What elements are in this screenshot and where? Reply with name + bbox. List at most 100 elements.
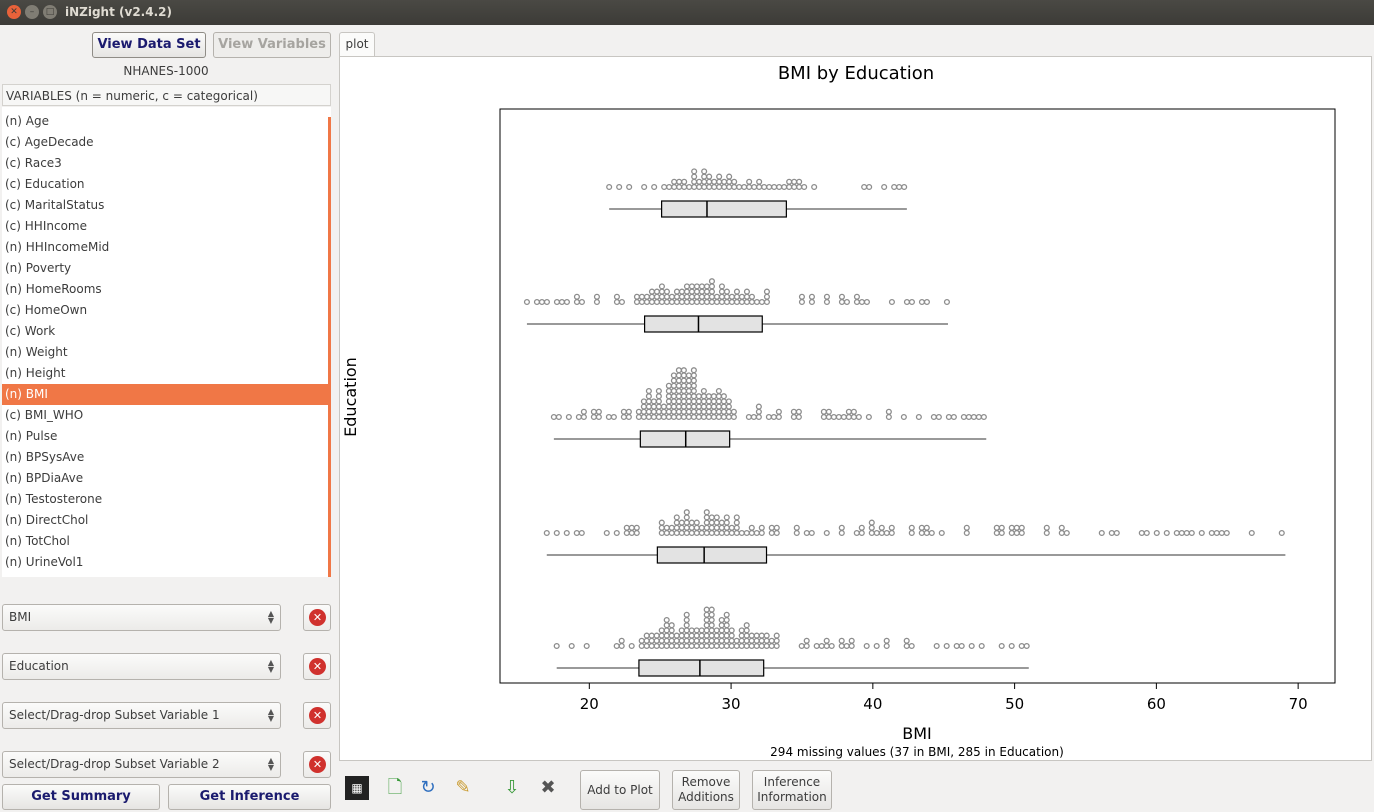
data-point	[791, 178, 798, 185]
variables-header[interactable]: VARIABLES (n = numeric, c = categorical)	[2, 84, 331, 106]
variable-item[interactable]: (c) MaritalStatus	[5, 198, 105, 212]
variable2-combo[interactable]: Education ▲ ▼	[2, 653, 281, 680]
data-point	[798, 642, 805, 650]
data-point	[655, 403, 662, 410]
data-point	[763, 298, 770, 306]
variable-item[interactable]: (n) Height	[5, 366, 66, 380]
get-inference-button[interactable]: Get Inference	[168, 784, 331, 810]
data-point	[683, 529, 690, 537]
variable-item[interactable]: (n) Pulse	[5, 429, 58, 443]
data-point	[663, 524, 670, 531]
data-point	[683, 524, 690, 531]
clear-subset1-button[interactable]: ✕	[303, 702, 331, 729]
data-point	[863, 298, 870, 306]
data-point	[665, 393, 672, 400]
data-point	[775, 413, 782, 421]
variable-item[interactable]: (n) HomeRooms	[5, 282, 102, 296]
data-point	[635, 408, 642, 415]
variable-item[interactable]: (n) Weight	[5, 345, 68, 359]
data-point	[838, 637, 845, 644]
variable-item[interactable]: (n) Age	[5, 114, 49, 128]
data-point	[888, 529, 895, 537]
data-point	[700, 393, 707, 400]
variable-item[interactable]: (c) Race3	[5, 156, 62, 170]
inference-information-button[interactable]: Inference Information	[752, 770, 832, 810]
data-point	[703, 288, 710, 295]
variable-item[interactable]: (c) Work	[5, 324, 56, 338]
data-point	[865, 413, 872, 421]
variable1-combo[interactable]: BMI ▲ ▼	[2, 604, 281, 631]
data-point	[668, 293, 675, 300]
data-point	[678, 632, 685, 639]
variable-item[interactable]: (n) Poverty	[5, 261, 72, 275]
new-window-icon[interactable]: ▦	[345, 776, 369, 800]
minimize-window-button[interactable]: –	[25, 5, 39, 19]
variable-item[interactable]: (c) BMI_WHO	[5, 408, 84, 422]
data-point	[678, 642, 685, 650]
variable-item[interactable]: (n) UrineVol1	[5, 555, 84, 569]
variable-item[interactable]: (c) HHIncome	[5, 219, 87, 233]
variable-item[interactable]: (n) Testosterone	[5, 492, 103, 506]
data-point	[725, 398, 732, 405]
data-point	[756, 183, 763, 191]
tab-plot[interactable]: plot	[339, 32, 375, 56]
data-point	[728, 627, 735, 634]
variable-item[interactable]: (n) BPSysAve	[5, 450, 85, 464]
data-point	[993, 529, 1000, 537]
data-point	[998, 524, 1005, 531]
data-point	[675, 387, 682, 395]
variable-item[interactable]: (c) Education	[5, 177, 85, 191]
variable-list-scrollbar[interactable]	[328, 117, 331, 577]
data-point	[698, 283, 705, 290]
data-point	[703, 637, 710, 644]
delete-icon[interactable]: ✖	[540, 777, 556, 798]
data-point	[691, 173, 698, 180]
data-point	[933, 642, 940, 650]
export-icon[interactable]: ⇩	[504, 777, 520, 798]
clear-variable1-button[interactable]: ✕	[303, 604, 331, 631]
variable-item[interactable]: (c) AgeDecade	[5, 135, 94, 149]
data-point	[950, 413, 957, 421]
data-point	[648, 293, 655, 300]
remove-additions-button[interactable]: Remove Additions	[672, 770, 740, 810]
edit-icon[interactable]: ✎	[455, 777, 471, 798]
data-point	[675, 408, 682, 415]
variable-list[interactable]: (n) UrineVol1 (n) TotChol (n) DirectChol (n…	[2, 107, 331, 577]
data-point	[716, 173, 723, 180]
variable-item[interactable]: (n) BPDiaAve	[5, 471, 84, 485]
data-point	[700, 413, 707, 421]
subset2-combo[interactable]: Select/Drag-drop Subset Variable 2 ▲ ▼	[2, 751, 281, 778]
variable-item[interactable]: (n) BMI	[2, 384, 331, 405]
data-point	[680, 382, 687, 389]
variable-item[interactable]: (c) HomeOwn	[5, 303, 88, 317]
data-point	[703, 627, 710, 634]
data-point	[823, 293, 830, 300]
data-point	[918, 529, 925, 537]
clear-variable2-button[interactable]: ✕	[303, 653, 331, 680]
data-point	[670, 403, 677, 410]
variable-item[interactable]: (n) HHIncomeMid	[5, 240, 110, 254]
data-point	[698, 627, 705, 634]
data-point	[686, 183, 693, 191]
refresh-icon[interactable]: ↻	[420, 777, 436, 798]
data-point	[628, 524, 635, 531]
data-point	[965, 413, 972, 421]
maximize-window-button[interactable]: □	[43, 5, 57, 19]
data-point	[790, 408, 797, 415]
view-variables-button[interactable]: View Variables	[213, 32, 331, 58]
clear-subset2-button[interactable]: ✕	[303, 751, 331, 778]
subset1-combo[interactable]: Select/Drag-drop Subset Variable 1 ▲ ▼	[2, 702, 281, 729]
x-tick-label: 50	[1005, 695, 1024, 713]
variable-item[interactable]: (n) TotChol	[5, 534, 70, 548]
get-summary-button[interactable]: Get Summary	[2, 784, 160, 810]
data-point	[595, 413, 602, 421]
data-point	[1013, 524, 1020, 531]
data-point	[861, 183, 868, 191]
add-to-plot-button[interactable]: Add to Plot	[580, 770, 660, 810]
x-axis-label: BMI	[902, 724, 932, 743]
close-window-button[interactable]: ✕	[7, 5, 21, 19]
view-data-set-button[interactable]: View Data Set	[92, 32, 206, 58]
data-point	[635, 413, 642, 421]
variable-item[interactable]: (n) DirectChol	[5, 513, 89, 527]
new-plot-icon[interactable]: 🗋	[387, 777, 403, 798]
